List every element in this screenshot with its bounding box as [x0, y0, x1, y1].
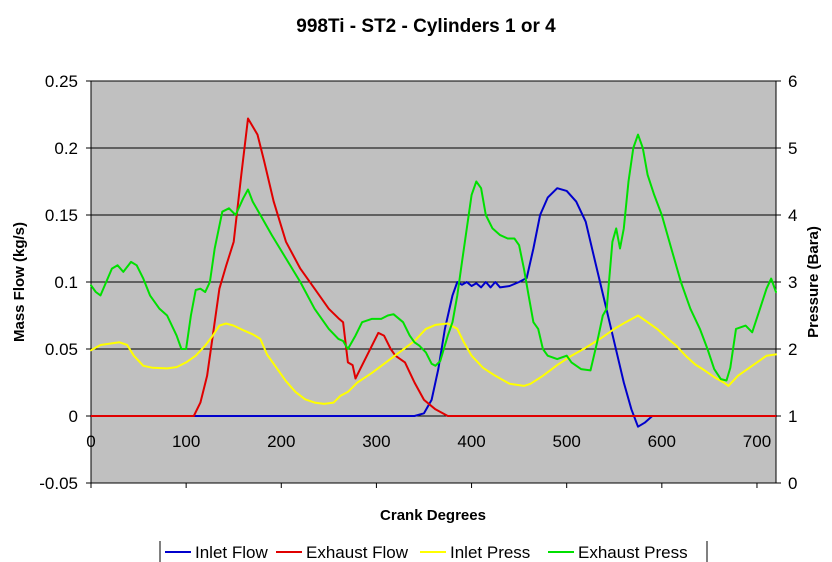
y-tick-label: 0.15 — [45, 206, 78, 225]
series-line-exhaust-press — [90, 133, 777, 382]
legend-label-3: Exhaust Press — [578, 543, 688, 562]
series-layer — [90, 117, 777, 428]
x-tick-label: 500 — [553, 432, 581, 451]
y2-tick-label: 2 — [788, 340, 797, 359]
x-tick-label: 700 — [743, 432, 771, 451]
y2-tick-label: 0 — [788, 474, 797, 493]
y2-tick-label: 6 — [788, 72, 797, 91]
x-tick-label: 600 — [648, 432, 676, 451]
y2-tick-label: 1 — [788, 407, 797, 426]
tick-labels: -0.05 0 0.05 0.1 0.15 0.2 0.25 0 1 2 3 4 5 6 0 100 200 30… — [39, 72, 797, 493]
legend-label-2: Inlet Press — [450, 543, 530, 562]
y2-axis-title: Pressure (Bara) — [805, 226, 822, 338]
chart-title: 998Ti - ST2 - Cylinders 1 or 4 — [296, 16, 556, 37]
series-line-exhaust-flow — [90, 117, 777, 417]
series-line-inlet-flow — [90, 187, 777, 428]
x-tick-label: 0 — [86, 432, 95, 451]
y-tick-label: 0.25 — [45, 72, 78, 91]
y2-tick-label: 3 — [788, 273, 797, 292]
legend: Inlet Flow Exhaust Flow Inlet Press Exhaust… — [159, 541, 708, 562]
x-axis-title: Crank Degrees — [380, 507, 486, 524]
y-axis-title: Mass Flow (kg/s) — [11, 222, 28, 342]
y2-tick-label: 5 — [788, 139, 797, 158]
x-tick-label: 400 — [457, 432, 485, 451]
y2-tick-label: 4 — [788, 206, 797, 225]
y-tick-label: 0.1 — [54, 273, 78, 292]
y-tick-label: 0 — [69, 407, 78, 426]
x-tick-label: 200 — [267, 432, 295, 451]
legend-label-0: Inlet Flow — [195, 543, 268, 562]
x-tick-label: 100 — [172, 432, 200, 451]
y-tick-label: -0.05 — [39, 474, 78, 493]
x-tick-label: 300 — [362, 432, 390, 451]
legend-label-1: Exhaust Flow — [306, 543, 409, 562]
y-tick-label: 0.2 — [54, 139, 78, 158]
y-tick-label: 0.05 — [45, 340, 78, 359]
